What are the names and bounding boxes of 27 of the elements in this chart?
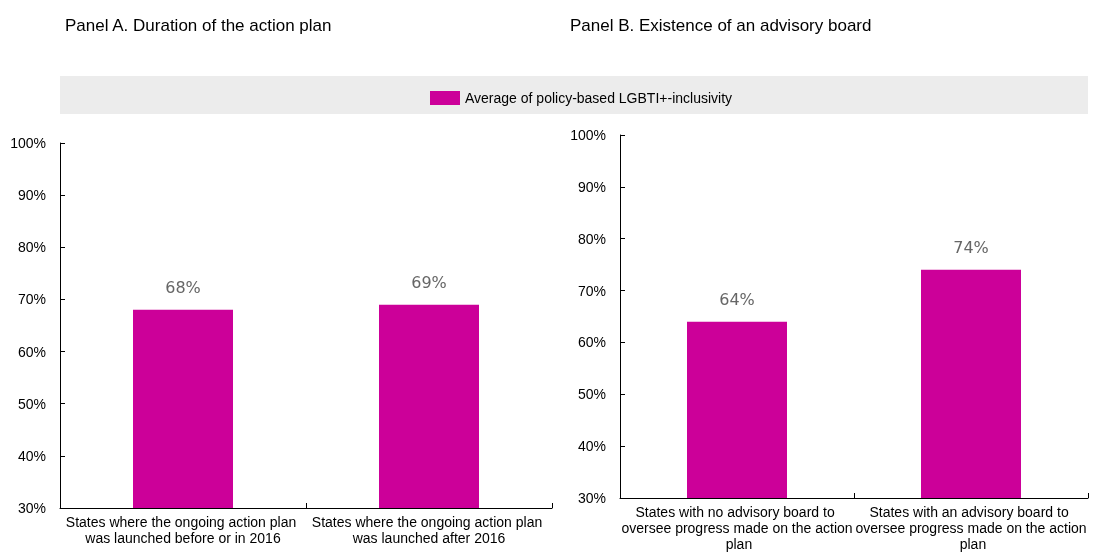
y-tick-label: 40% [17,447,46,464]
y-tick-label: 90% [577,178,606,195]
y-tick-label: 80% [577,230,606,247]
x-tick-label: States with an advisory board to oversee progress made on the action plan [855,504,1087,552]
legend-label: Average of policy-based LGBTI+-inclusivity [465,90,733,106]
y-tick-label: 70% [577,282,606,299]
y-tick-label: 80% [17,239,46,256]
text: 74% [953,238,989,258]
chart-title: Panel A. Duration of the action plan [65,16,332,35]
y-tick-label: 100% [10,135,46,151]
y-tick-label: 40% [577,438,606,455]
y-tick-label: 90% [17,187,46,204]
y-tick-label: 30% [577,490,606,506]
text: 64% [719,290,755,310]
y-tick-label: 30% [17,500,46,516]
y-tick-label: 100% [570,127,606,143]
x-tick-label: States with no advisory board to oversee progress made on the action plan [621,504,853,552]
y-tick-label: 70% [17,291,46,308]
text: 69% [411,273,447,293]
y-tick-label: 60% [577,334,606,351]
x-tick-label: States where the ongoing action plan was launched before or in 2016 [65,514,301,546]
x-tick-label: States where the ongoing action plan was launched after 2016 [311,514,547,546]
text: 68% [165,278,201,298]
chart-title: Panel B. Existence of an advisory board [570,16,872,35]
y-tick-label: 50% [17,395,46,412]
y-tick-label: 60% [17,343,46,360]
y-tick-label: 50% [577,386,606,403]
